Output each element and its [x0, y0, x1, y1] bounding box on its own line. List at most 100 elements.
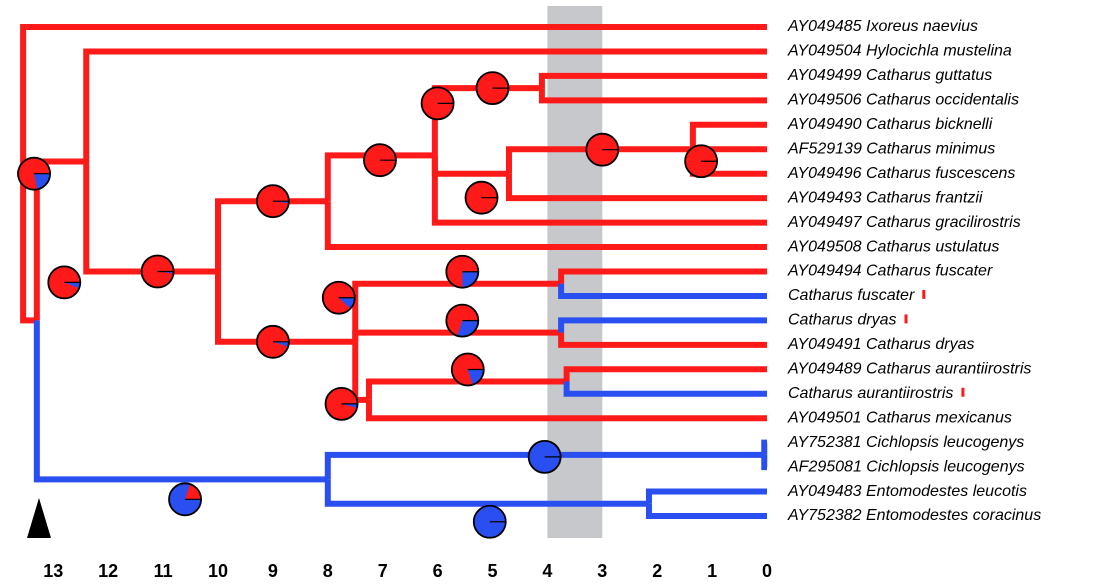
taxon-label: AY752382 Entomodestes coracinus	[787, 507, 1041, 524]
branch-n4-t9	[324, 201, 767, 251]
taxon-label: AY752381 Cichlopsis leucogenys	[787, 434, 1024, 451]
pie-outline	[321, 280, 356, 315]
branch-n9-n11	[352, 329, 562, 342]
axis-tick-label: 6	[433, 561, 443, 581]
pie-outline	[464, 180, 499, 215]
state-pie	[684, 144, 719, 179]
taxon-labels: AY049485 Ixoreus naevius AY049504 Hylocic…	[787, 18, 1041, 524]
taxon-label: AY049496 Catharus fuscescens	[787, 165, 1015, 182]
branch-n12-t16	[365, 399, 767, 422]
state-pie	[47, 265, 82, 300]
taxon-label: AY049504 Hylocichla mustelina	[787, 43, 1012, 60]
axis-tick-label: 3	[597, 561, 607, 581]
pie-outline	[17, 156, 51, 191]
state-pie	[464, 180, 499, 215]
axis-tick-label: 7	[378, 561, 388, 581]
state-pie	[363, 143, 397, 178]
branch-n9-n10	[352, 280, 562, 342]
taxon-label: Catharus aurantiirostris	[788, 385, 953, 402]
state-pie	[445, 303, 480, 338]
branch-n7-n8	[505, 146, 693, 174]
pie-outline	[255, 324, 290, 359]
axis-tick-label: 4	[542, 561, 552, 581]
branch-n14-n15	[324, 451, 765, 480]
pie-slice-blue	[462, 271, 479, 288]
branch-n5-t8	[431, 155, 767, 226]
taxon-label: AF529139 Catharus minimus	[787, 140, 995, 157]
state-pie	[475, 71, 510, 106]
branch-n13-t15	[563, 381, 767, 397]
taxon-label: AY049494 Catharus fuscater	[787, 263, 993, 280]
pie-slice-blue	[341, 403, 358, 408]
pie-outline	[585, 132, 620, 167]
branch-n15-t17	[761, 439, 768, 455]
state-pie	[585, 132, 620, 167]
pie-outline	[450, 352, 485, 387]
axis-tick-label: 0	[762, 561, 772, 581]
pie-slice-blue	[338, 297, 355, 309]
branch-n1-n14	[33, 320, 328, 483]
ancestral-state-pies	[17, 71, 719, 539]
tree-branches	[17, 24, 768, 519]
taxon-label: AY049491 Catharus dryas	[787, 336, 974, 353]
axis-tick-label: 2	[652, 561, 662, 581]
axis-tick-label: 1	[707, 561, 717, 581]
branch-n3-n9	[215, 271, 356, 345]
state-pie	[321, 280, 356, 315]
pie-outline	[475, 71, 510, 106]
state-pie	[255, 324, 290, 359]
pie-outline	[445, 303, 480, 338]
taxon-label: AY049489 Catharus aurantiirostris	[787, 361, 1031, 378]
axis-tick-label: 10	[208, 561, 228, 581]
branch-n3-n4	[215, 198, 328, 272]
pie-outline	[255, 184, 290, 219]
taxon-label: AY049490 Catharus bicknelli	[787, 116, 993, 133]
pie-outline	[363, 143, 397, 178]
branch-root-n1	[20, 173, 37, 324]
branch-n12-n13	[365, 378, 567, 400]
state-pie	[450, 352, 485, 387]
taxon-label: AY049506 Catharus occidentalis	[787, 92, 1019, 109]
state-pie	[140, 254, 175, 289]
taxon-label: AF295081 Cichlopsis leucogenys	[787, 458, 1025, 475]
new-sample-flag-icon	[904, 314, 908, 324]
branch-n6-t3	[538, 88, 767, 104]
branch-n4-n5	[324, 152, 435, 202]
branch-n14-n16	[324, 479, 649, 507]
branch-root-t0	[20, 24, 767, 174]
taxon-label: AY049497 Catharus gracilirostris	[787, 214, 1021, 231]
state-pie	[168, 482, 202, 517]
branch-n7-t7	[505, 173, 767, 202]
taxon-label: Catharus dryas	[788, 312, 897, 329]
new-sample-flag-icon	[922, 289, 926, 299]
time-axis: 13 12 11 10 9 8 7 6 5 4 3 2 1 0	[43, 561, 772, 581]
new-sample-flag-icon	[961, 387, 965, 397]
pie-slice-blue	[64, 282, 81, 289]
root-marker-triangle	[27, 498, 51, 538]
branch-n16-t20	[645, 503, 767, 519]
axis-tick-label: 9	[268, 561, 278, 581]
state-pie	[17, 156, 51, 191]
pie-outline	[168, 482, 202, 517]
pie-outline	[47, 265, 82, 300]
taxon-label: AY049485 Ixoreus naevius	[787, 18, 978, 35]
pie-outline	[420, 86, 455, 121]
branch-n5-n7	[431, 155, 509, 177]
branch-n10-t11	[558, 283, 767, 299]
taxon-label: AY049493 Catharus frantzii	[787, 189, 983, 206]
state-pie	[324, 386, 359, 421]
pie-slice-blue	[34, 173, 51, 190]
branch-n8-t4	[689, 121, 767, 150]
branch-n2-t1	[83, 48, 767, 162]
taxon-label: AY049508 Catharus ustulatus	[787, 238, 999, 255]
state-pie	[420, 86, 455, 121]
branch-n13-t14	[563, 366, 767, 382]
pie-outline	[445, 254, 480, 289]
axis-tick-label: 11	[154, 561, 173, 581]
taxon-label: Catharus fuscater	[788, 287, 915, 304]
state-pie	[445, 254, 480, 289]
taxon-label: AY049483 Entomodestes leucotis	[787, 483, 1027, 500]
pie-outline	[324, 386, 359, 421]
taxon-label: AY049499 Catharus guttatus	[787, 67, 992, 84]
axis-tick-label: 5	[487, 561, 497, 581]
